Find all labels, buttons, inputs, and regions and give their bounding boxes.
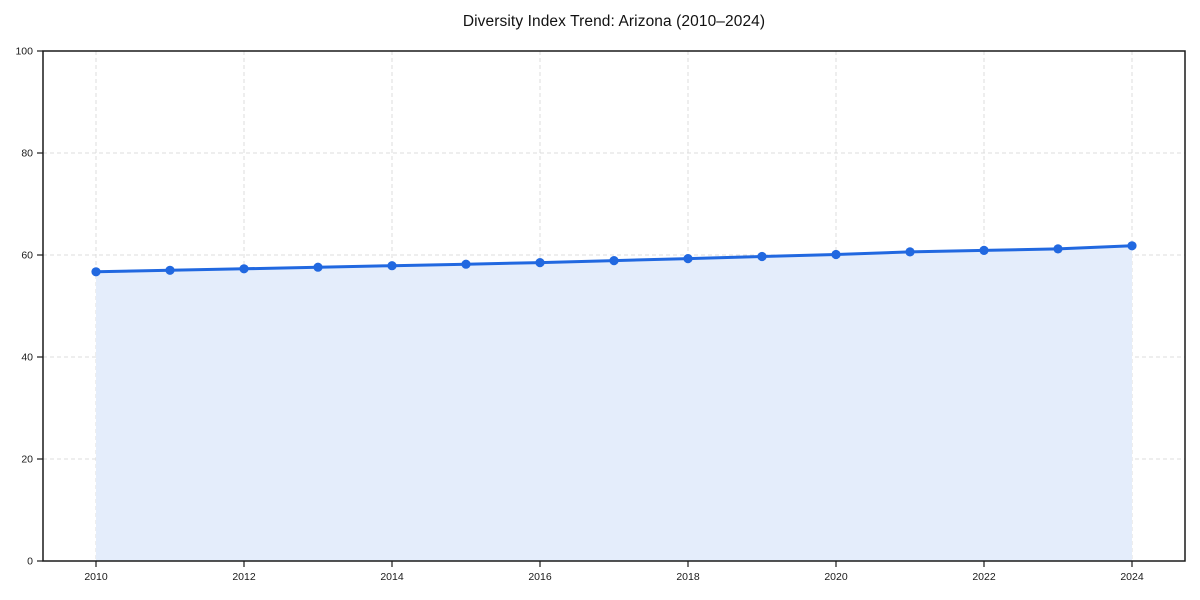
data-point xyxy=(757,251,767,262)
y-tick-label: 60 xyxy=(21,250,33,262)
y-tick-label: 20 xyxy=(21,454,33,466)
data-point xyxy=(239,264,249,274)
data-point xyxy=(461,259,471,269)
data-point xyxy=(91,267,101,277)
data-point xyxy=(831,249,841,260)
y-tick-label: 80 xyxy=(21,148,33,160)
data-point xyxy=(387,261,397,271)
y-tick-label: 0 xyxy=(27,556,33,568)
y-tick-label: 100 xyxy=(15,46,33,58)
x-tick-label: 2018 xyxy=(676,571,700,583)
x-tick-label: 2024 xyxy=(1120,571,1144,583)
x-tick-label: 2022 xyxy=(972,571,996,583)
x-tick-label: 2014 xyxy=(380,571,404,583)
data-point xyxy=(905,247,915,257)
data-point xyxy=(1053,244,1063,254)
data-point xyxy=(683,254,693,264)
y-tick-label: 40 xyxy=(21,352,33,364)
data-point xyxy=(165,265,175,275)
data-point xyxy=(313,262,323,272)
x-tick-label: 2016 xyxy=(528,571,552,583)
area-fill xyxy=(96,245,1132,562)
x-tick-label: 2012 xyxy=(232,571,256,583)
data-point xyxy=(1127,241,1137,251)
x-tick-label: 2010 xyxy=(84,571,108,583)
plot-border xyxy=(42,50,1186,562)
data-point xyxy=(535,258,545,268)
data-point xyxy=(609,256,619,266)
chart-title: Diversity Index Trend: Arizona (2010–202… xyxy=(462,13,766,30)
x-tick-label: 2020 xyxy=(824,571,848,583)
data-point xyxy=(979,245,989,255)
